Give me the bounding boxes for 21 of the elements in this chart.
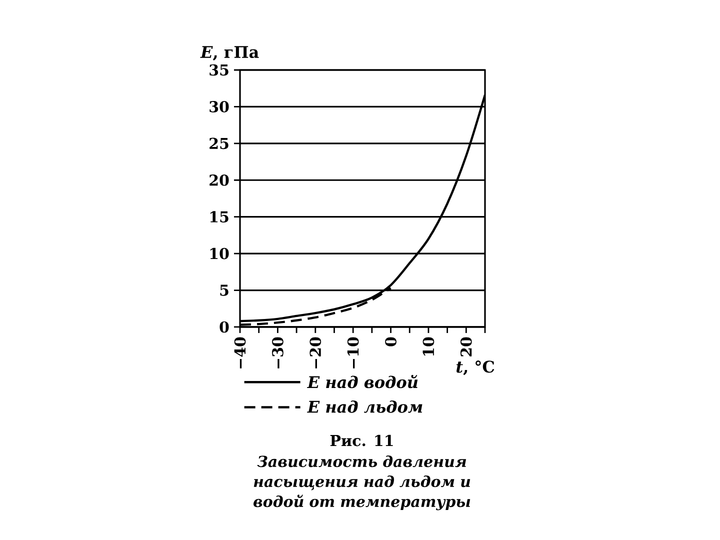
text: Зависимость давления насыщения над льдом и водой от температуры (254, 456, 470, 510)
x-tick-label: 10 (422, 337, 434, 356)
y-tick-label: 0 (220, 321, 229, 333)
x-tick-label: 20 (460, 337, 472, 356)
x-tick-label: −10 (347, 337, 359, 368)
legend-label: E над льдом (307, 400, 422, 413)
x-axis-title: t, °C (456, 360, 494, 376)
text: Рис. 11 (330, 434, 393, 446)
y-tick-label: 10 (210, 248, 229, 260)
x-tick-label: −20 (310, 337, 322, 368)
x-tick-label: −30 (272, 337, 284, 368)
x-tick-label: 0 (385, 337, 396, 346)
y-tick-label: 30 (210, 101, 229, 112)
y-tick-label: 35 (210, 64, 228, 76)
y-axis-title: E, гПа (200, 46, 259, 60)
x-tick-label: −40 (234, 337, 246, 368)
y-tick-label: 20 (210, 174, 229, 186)
y-tick-label: 5 (220, 284, 228, 296)
y-tick-label: 15 (210, 211, 228, 223)
y-tick-label: 25 (210, 138, 228, 150)
legend-label: E над водой (307, 374, 418, 388)
